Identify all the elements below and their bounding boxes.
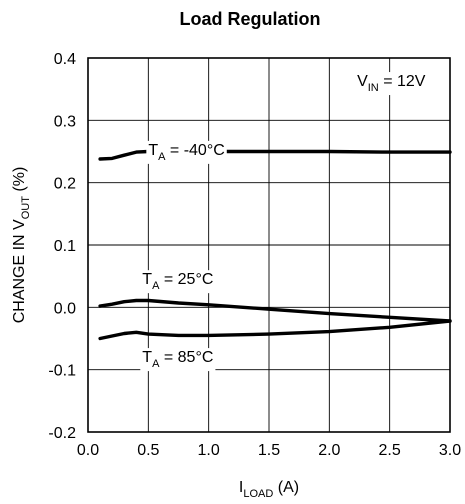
vin-annotation: VIN = 12V	[354, 72, 429, 96]
y-tick-label: 0.2	[54, 176, 76, 193]
series-line-1	[98, 298, 452, 323]
chart-title: Load Regulation	[180, 9, 321, 29]
series-label-25: TA = 25°C	[140, 270, 216, 294]
x-tick-label: 0.5	[137, 442, 159, 459]
x-tick-label: 3.0	[439, 442, 461, 459]
series-label-minus40: TA = -40°C	[146, 140, 227, 164]
y-axis-label: CHANGE IN VOUT (%)	[11, 167, 32, 324]
plot-frame	[87, 57, 451, 433]
x-axis-label: ILOAD (A)	[239, 479, 299, 500]
y-tick-label: 0.1	[54, 238, 76, 255]
grid-lines	[88, 58, 450, 432]
x-tick-label: 1.5	[258, 442, 280, 459]
x-tick-label: 1.0	[198, 442, 220, 459]
y-tick-labels: -0.2 -0.1 0.0 0.1 0.2 0.3 0.4	[48, 51, 76, 442]
series-label-85: TA = 85°C	[140, 348, 216, 372]
y-tick-label: 0.4	[54, 51, 76, 68]
y-tick-label: 0.3	[54, 113, 76, 130]
y-tick-label: -0.2	[48, 425, 76, 442]
svg-text:VIN = 12V: VIN = 12V	[357, 73, 426, 94]
x-tick-label: 2.5	[379, 442, 401, 459]
x-tick-label: 2.0	[318, 442, 340, 459]
svg-text:TA = 85°C: TA = 85°C	[142, 349, 213, 370]
y-tick-label: -0.1	[48, 363, 76, 380]
y-tick-label: 0.0	[54, 300, 76, 317]
svg-text:TA = 25°C: TA = 25°C	[142, 271, 213, 292]
svg-text:TA = -40°C: TA = -40°C	[148, 142, 224, 163]
x-tick-label: 0.0	[77, 442, 99, 459]
series-line-2	[98, 319, 452, 341]
x-tick-labels: 0.0 0.5 1.0 1.5 2.0 2.5 3.0	[77, 442, 461, 459]
